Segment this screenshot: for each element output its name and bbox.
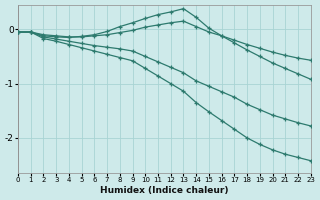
X-axis label: Humidex (Indice chaleur): Humidex (Indice chaleur) <box>100 186 228 195</box>
